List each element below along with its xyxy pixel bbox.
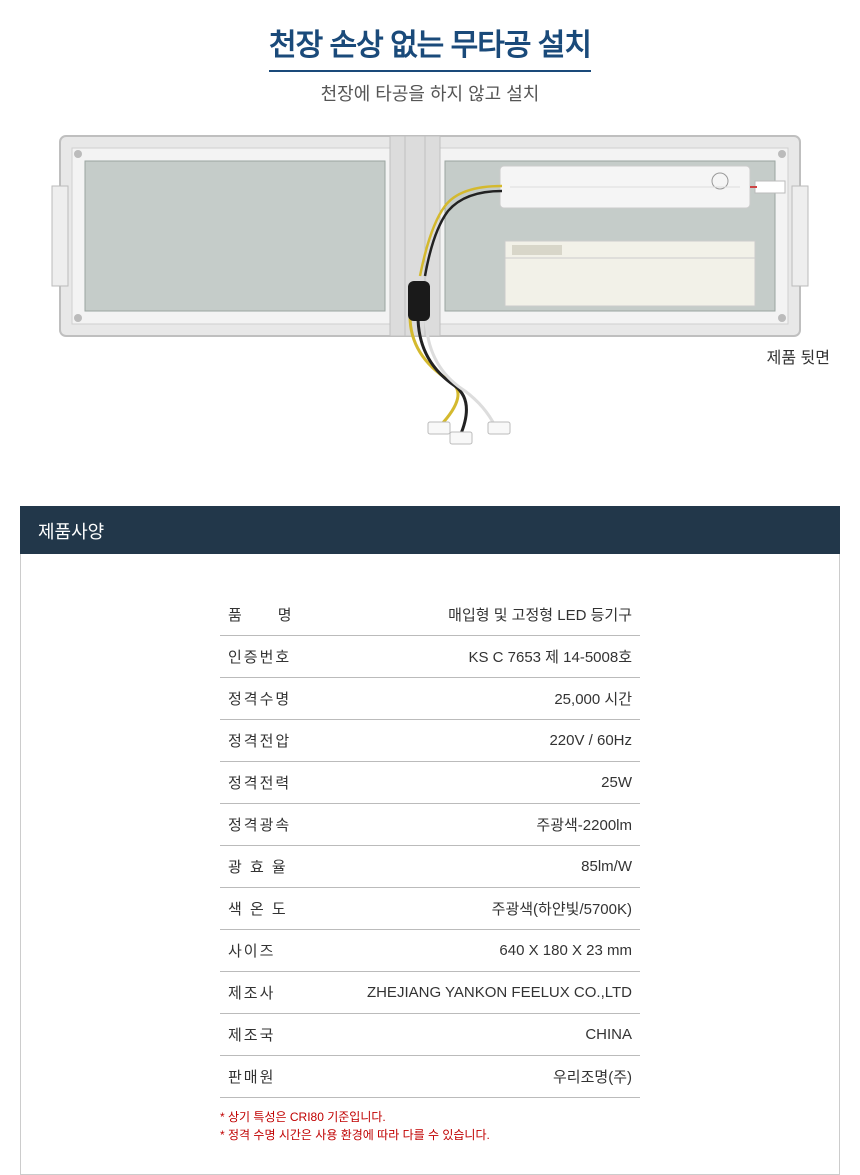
- spec-value: 25W: [340, 762, 640, 804]
- sub-title: 천장에 타공을 하지 않고 설치: [0, 80, 860, 106]
- spec-table: 품 명매입형 및 고정형 LED 등기구인증번호KS C 7653 제 14-5…: [220, 594, 640, 1098]
- product-image-area: 제품 뒷면: [0, 126, 860, 476]
- table-row: 색 온 도주광색(하얀빛/5700K): [220, 888, 640, 930]
- header-section: 천장 손상 없는 무타공 설치 천장에 타공을 하지 않고 설치: [0, 0, 860, 116]
- spec-label: 인증번호: [220, 636, 340, 678]
- spec-section: 제품사양 품 명매입형 및 고정형 LED 등기구인증번호KS C 7653 제…: [20, 506, 840, 1175]
- spec-value: 640 X 180 X 23 mm: [340, 930, 640, 972]
- table-row: 광 효 율85lm/W: [220, 846, 640, 888]
- spec-value: 25,000 시간: [340, 678, 640, 720]
- spec-footnotes: * 상기 특성은 CRI80 기준입니다. * 정격 수명 시간은 사용 환경에…: [220, 1108, 640, 1144]
- spec-value: 85lm/W: [340, 846, 640, 888]
- product-back-illustration: [50, 126, 810, 456]
- table-row: 인증번호KS C 7653 제 14-5008호: [220, 636, 640, 678]
- spec-label: 광 효 율: [220, 846, 340, 888]
- main-title: 천장 손상 없는 무타공 설치: [269, 20, 591, 72]
- table-row: 제조사ZHEJIANG YANKON FEELUX CO.,LTD: [220, 972, 640, 1014]
- table-row: 정격전력25W: [220, 762, 640, 804]
- image-caption: 제품 뒷면: [767, 344, 830, 368]
- spec-value: CHINA: [340, 1014, 640, 1056]
- spec-label: 제조국: [220, 1014, 340, 1056]
- spec-label: 정격전력: [220, 762, 340, 804]
- table-row: 품 명매입형 및 고정형 LED 등기구: [220, 594, 640, 636]
- spec-value: 우리조명(주): [340, 1056, 640, 1098]
- spec-label: 사이즈: [220, 930, 340, 972]
- spec-label: 정격수명: [220, 678, 340, 720]
- spec-value: ZHEJIANG YANKON FEELUX CO.,LTD: [340, 972, 640, 1014]
- table-row: 제조국CHINA: [220, 1014, 640, 1056]
- spec-label: 품 명: [220, 594, 340, 636]
- table-row: 사이즈640 X 180 X 23 mm: [220, 930, 640, 972]
- spec-value: 매입형 및 고정형 LED 등기구: [340, 594, 640, 636]
- spec-label: 색 온 도: [220, 888, 340, 930]
- spec-label: 판매원: [220, 1056, 340, 1098]
- spec-label: 정격전압: [220, 720, 340, 762]
- spec-body: 품 명매입형 및 고정형 LED 등기구인증번호KS C 7653 제 14-5…: [20, 554, 840, 1175]
- spec-section-title: 제품사양: [20, 508, 840, 554]
- spec-value: 주광색-2200lm: [340, 804, 640, 846]
- spec-value: 220V / 60Hz: [340, 720, 640, 762]
- footnote: * 상기 특성은 CRI80 기준입니다.: [220, 1108, 640, 1126]
- spec-label: 정격광속: [220, 804, 340, 846]
- spec-value: 주광색(하얀빛/5700K): [340, 888, 640, 930]
- table-row: 판매원우리조명(주): [220, 1056, 640, 1098]
- table-row: 정격광속주광색-2200lm: [220, 804, 640, 846]
- spec-label: 제조사: [220, 972, 340, 1014]
- table-row: 정격수명25,000 시간: [220, 678, 640, 720]
- table-row: 정격전압220V / 60Hz: [220, 720, 640, 762]
- footnote: * 정격 수명 시간은 사용 환경에 따라 다를 수 있습니다.: [220, 1126, 640, 1144]
- spec-value: KS C 7653 제 14-5008호: [340, 636, 640, 678]
